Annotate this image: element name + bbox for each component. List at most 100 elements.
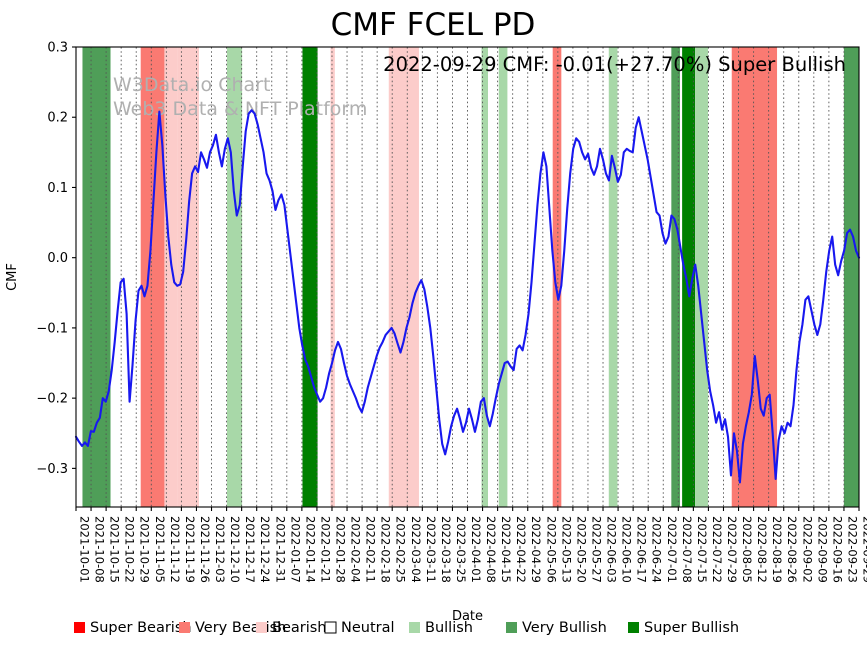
x-tick-label: 2021-12-03 — [213, 516, 227, 583]
x-tick-label: 2022-01-14 — [303, 516, 317, 583]
x-tick-label: 2022-09-16 — [830, 516, 844, 583]
x-tick-label: 2022-01-21 — [318, 516, 332, 583]
watermark-line-1: W3Data.io Chart — [113, 74, 270, 96]
legend-swatch — [74, 622, 85, 633]
x-tick-label: 2022-01-28 — [333, 516, 347, 583]
legend-swatch — [506, 622, 517, 633]
signal-band — [140, 47, 165, 507]
y-tick-label: 0.1 — [47, 181, 68, 196]
x-axis: 2021-10-01 2021-10-08 2021-10-15 2021-10-22… — [75, 507, 867, 583]
x-tick-label: 2022-07-01 — [665, 516, 679, 583]
x-tick-label: 2021-10-22 — [123, 516, 137, 583]
x-tick-label: 2021-10-29 — [138, 516, 152, 583]
x-tick-label: 2022-03-11 — [424, 516, 438, 583]
x-tick-label: 2022-08-12 — [755, 516, 769, 583]
signal-band — [695, 47, 709, 507]
signal-band — [552, 47, 562, 507]
x-tick-label: 2022-04-15 — [499, 516, 513, 583]
y-axis: 0.3 0.2 0.1 0.0 −0.1 −0.2 −0.3 — [36, 41, 76, 477]
x-tick-label: 2021-10-15 — [108, 516, 122, 583]
legend-label: Neutral — [341, 620, 395, 636]
x-tick-label: 2022-06-03 — [605, 516, 619, 583]
x-tick-label: 2021-10-01 — [78, 516, 92, 583]
signal-band — [177, 47, 199, 507]
x-tick-label: 2022-04-08 — [484, 516, 498, 583]
legend-swatch — [256, 622, 267, 633]
legend-label: Very Bullish — [522, 620, 607, 636]
chart-title: CMF FCEL PD — [331, 7, 536, 43]
legend-swatch — [179, 622, 190, 633]
x-tick-label: 2022-09-23 — [845, 516, 859, 583]
x-tick-label: 2022-03-04 — [409, 516, 423, 583]
latest-value-annotation: 2022-09-29 CMF: -0.01(+27.70%) Super Bul… — [383, 53, 846, 76]
x-tick-label: 2022-05-13 — [559, 516, 573, 583]
signal-band — [302, 47, 318, 507]
x-tick-label: 2022-02-18 — [379, 516, 393, 583]
x-tick-label: 2021-11-05 — [153, 516, 167, 583]
x-tick-label: 2022-07-29 — [725, 516, 739, 583]
x-tick-label: 2022-03-18 — [439, 516, 453, 583]
x-tick-label: 2022-06-17 — [635, 516, 649, 583]
signal-band — [843, 47, 859, 507]
signal-band — [388, 47, 419, 507]
legend-label: Bullish — [425, 620, 473, 636]
x-tick-label: 2021-10-08 — [93, 516, 107, 583]
x-tick-label: 2022-07-22 — [710, 516, 724, 583]
x-tick-label: 2021-11-12 — [168, 516, 182, 583]
x-tick-label: 2022-02-04 — [349, 516, 363, 583]
x-tick-label: 2022-01-07 — [288, 516, 302, 583]
x-tick-label: 2021-11-26 — [198, 516, 212, 583]
x-tick-label: 2021-12-17 — [243, 516, 257, 583]
x-tick-label: 2022-07-15 — [695, 516, 709, 583]
x-tick-label: 2022-07-08 — [680, 516, 694, 583]
x-tick-label: 2022-09-02 — [800, 516, 814, 583]
x-tick-label: 2022-02-11 — [364, 516, 378, 583]
y-axis-label: CMF — [5, 263, 20, 291]
signal-band — [330, 47, 335, 507]
x-tick-label: 2022-04-01 — [469, 516, 483, 583]
legend-label: Super Bearish — [90, 620, 192, 636]
x-tick-label: 2022-08-19 — [770, 516, 784, 583]
plot-area: W3Data.io Chart Web3 Data & NFT Platform — [74, 46, 861, 508]
signal-band — [608, 47, 618, 507]
signal-band — [731, 47, 778, 507]
x-tick-label: 2022-09-29 — [861, 516, 867, 583]
x-tick-label: 2021-11-19 — [183, 516, 197, 583]
legend-label: Bearish — [272, 620, 327, 636]
y-tick-label: −0.3 — [36, 462, 68, 477]
y-tick-label: −0.1 — [36, 321, 68, 336]
x-tick-label: 2022-05-20 — [574, 516, 588, 583]
x-tick-label: 2022-04-22 — [514, 516, 528, 583]
signal-band — [481, 47, 488, 507]
x-tick-label: 2021-12-31 — [273, 516, 287, 583]
legend-swatch — [324, 621, 337, 634]
x-tick-label: 2022-05-06 — [544, 516, 558, 583]
x-tick-label: 2021-12-24 — [258, 516, 272, 583]
x-tick-label: 2022-09-09 — [815, 516, 829, 583]
x-tick-label: 2022-02-25 — [394, 516, 408, 583]
cmf-series-line — [74, 109, 861, 484]
signal-band — [498, 47, 508, 507]
x-tick-label: 2022-06-24 — [650, 516, 664, 583]
signal-bands-group — [82, 47, 859, 507]
x-tick-label: 2022-03-25 — [454, 516, 468, 583]
legend-label: Super Bullish — [644, 620, 739, 636]
watermark-line-2: Web3 Data & NFT Platform — [113, 98, 367, 120]
x-axis-label: Date — [452, 609, 483, 624]
signal-band — [164, 47, 178, 507]
x-tick-label: 2022-08-26 — [785, 516, 799, 583]
x-tick-label: 2022-08-05 — [740, 516, 754, 583]
x-tick-label: 2022-04-29 — [529, 516, 543, 583]
signal-band — [671, 47, 680, 507]
legend-swatch — [409, 622, 420, 633]
y-tick-label: −0.2 — [36, 392, 68, 407]
legend-swatch — [628, 622, 639, 633]
signal-band — [682, 47, 696, 507]
x-tick-label: 2022-06-10 — [620, 516, 634, 583]
y-tick-label: 0.3 — [47, 41, 68, 56]
y-tick-label: 0.0 — [47, 251, 68, 266]
x-tick-label: 2022-05-27 — [589, 516, 603, 583]
